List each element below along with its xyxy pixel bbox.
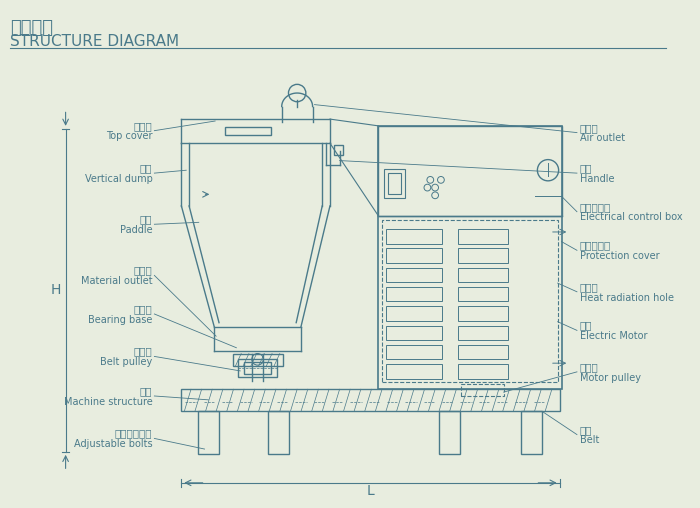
Bar bbox=[458, 287, 508, 301]
Bar bbox=[461, 385, 503, 396]
Bar bbox=[458, 268, 508, 282]
Text: 机座: 机座 bbox=[140, 386, 153, 396]
Text: 电机轮: 电机轮 bbox=[580, 362, 598, 372]
Text: 皮带轮: 皮带轮 bbox=[134, 346, 153, 357]
Bar bbox=[386, 287, 442, 301]
Bar bbox=[268, 411, 289, 454]
Bar bbox=[386, 229, 442, 243]
Text: Protection cover: Protection cover bbox=[580, 251, 659, 261]
Text: Material outlet: Material outlet bbox=[80, 276, 153, 286]
Text: Heat radiation hole: Heat radiation hole bbox=[580, 293, 674, 303]
Text: 手扣: 手扣 bbox=[580, 163, 592, 173]
Bar bbox=[244, 362, 271, 374]
Text: Motor pulley: Motor pulley bbox=[580, 373, 641, 383]
Text: Belt pulley: Belt pulley bbox=[100, 357, 153, 367]
Text: STRUCTURE DIAGRAM: STRUCTURE DIAGRAM bbox=[10, 35, 178, 49]
Bar bbox=[181, 389, 559, 411]
Text: Electrical control box: Electrical control box bbox=[580, 212, 682, 223]
Bar bbox=[386, 268, 442, 282]
Bar bbox=[225, 127, 271, 135]
Bar bbox=[458, 248, 508, 263]
Text: 电机防护罩: 电机防护罩 bbox=[580, 240, 611, 250]
Text: 电器控制箱: 电器控制箱 bbox=[580, 202, 611, 212]
Text: L: L bbox=[367, 485, 374, 498]
Bar bbox=[386, 345, 442, 359]
Text: 轴承座: 轴承座 bbox=[134, 304, 153, 314]
Text: Vertical dump: Vertical dump bbox=[85, 174, 153, 184]
Text: Adjustable bolts: Adjustable bolts bbox=[74, 439, 153, 449]
Bar bbox=[458, 345, 508, 359]
Bar bbox=[386, 326, 442, 340]
Text: Paddle: Paddle bbox=[120, 225, 153, 235]
Text: 料桶盖: 料桶盖 bbox=[134, 121, 153, 131]
Text: 皮带: 皮带 bbox=[580, 425, 592, 435]
Text: 出料口: 出料口 bbox=[134, 266, 153, 275]
Text: Handle: Handle bbox=[580, 174, 615, 184]
Bar bbox=[388, 173, 401, 195]
Bar bbox=[378, 126, 561, 215]
Bar bbox=[232, 354, 283, 366]
Bar bbox=[238, 359, 277, 377]
Bar bbox=[458, 326, 508, 340]
Text: 电机: 电机 bbox=[580, 321, 592, 331]
Text: 桶体: 桶体 bbox=[140, 163, 153, 173]
Text: 排气管: 排气管 bbox=[580, 123, 598, 133]
Text: 桨叶: 桨叶 bbox=[140, 214, 153, 225]
Text: Belt: Belt bbox=[580, 435, 599, 446]
Text: Electric Motor: Electric Motor bbox=[580, 331, 648, 341]
Bar bbox=[458, 306, 508, 321]
Bar bbox=[382, 220, 558, 383]
Bar bbox=[384, 169, 405, 198]
Bar bbox=[386, 306, 442, 321]
Bar bbox=[334, 145, 344, 155]
Text: 结构简图: 结构简图 bbox=[10, 19, 52, 38]
Text: 散热孔: 散热孔 bbox=[580, 282, 598, 292]
Bar bbox=[198, 411, 219, 454]
Text: Top cover: Top cover bbox=[106, 132, 153, 141]
Text: Air outlet: Air outlet bbox=[580, 134, 625, 143]
Bar bbox=[378, 126, 561, 389]
Bar bbox=[458, 364, 508, 378]
Bar bbox=[521, 411, 542, 454]
Bar bbox=[386, 248, 442, 263]
Text: Bearing base: Bearing base bbox=[88, 315, 153, 325]
Text: H: H bbox=[51, 283, 61, 297]
Bar bbox=[458, 229, 508, 243]
Bar bbox=[386, 364, 442, 378]
Text: 皮带调节螺丝: 皮带调节螺丝 bbox=[115, 429, 153, 438]
Text: Machine structure: Machine structure bbox=[64, 397, 153, 407]
Bar bbox=[439, 411, 460, 454]
